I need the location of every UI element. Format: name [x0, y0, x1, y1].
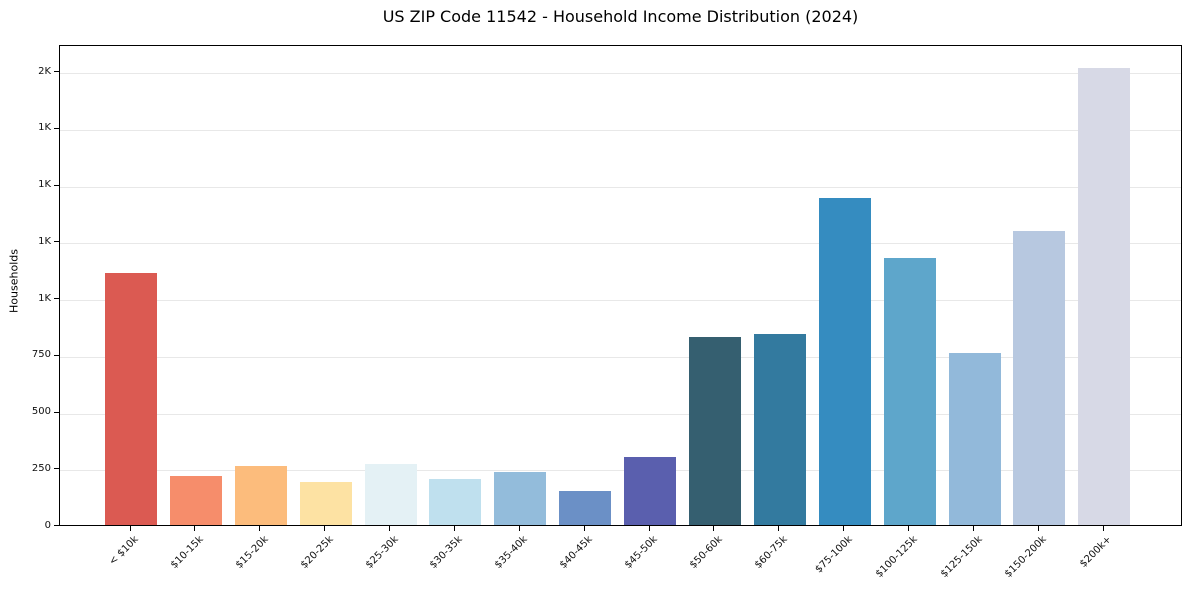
bar — [234, 466, 287, 525]
gridline — [60, 129, 1181, 131]
x-tick-mark — [908, 526, 910, 531]
y-tick-label: 0 — [44, 519, 51, 531]
x-tick-mark — [648, 526, 650, 531]
gridline — [60, 413, 1181, 415]
bar — [948, 352, 1001, 525]
bar — [429, 478, 482, 525]
y-tick-label: 1K — [38, 179, 51, 191]
y-tick-label: 1K — [38, 292, 51, 304]
chart-title: US ZIP Code 11542 - Household Income Dis… — [382, 7, 859, 26]
y-tick-mark — [54, 127, 59, 129]
bar — [494, 471, 547, 525]
y-tick-mark — [54, 241, 59, 243]
gridline — [60, 300, 1181, 302]
y-tick-label: 1K — [38, 122, 51, 134]
x-tick-label: < $10k — [107, 534, 141, 568]
x-tick-mark — [453, 526, 455, 531]
x-tick-mark — [973, 526, 975, 531]
x-tick-mark — [194, 526, 196, 531]
bar — [753, 334, 806, 525]
y-tick-mark — [54, 411, 59, 413]
bar — [624, 456, 677, 525]
x-tick-mark — [259, 526, 261, 531]
x-tick-mark — [843, 526, 845, 531]
x-tick-mark — [389, 526, 391, 531]
gridline — [60, 186, 1181, 188]
y-tick-mark — [54, 184, 59, 186]
y-tick-mark — [54, 354, 59, 356]
bar — [883, 258, 936, 525]
y-tick-label: 2K — [38, 65, 51, 77]
bar — [818, 198, 871, 525]
bar — [299, 481, 352, 525]
y-tick-label: 1K — [38, 235, 51, 247]
x-tick-mark — [778, 526, 780, 531]
plot-area — [59, 45, 1182, 526]
y-tick-label: 500 — [31, 406, 51, 418]
bar — [364, 463, 417, 525]
x-tick-mark — [129, 526, 131, 531]
y-tick-mark — [54, 298, 59, 300]
gridline — [60, 243, 1181, 245]
bar — [169, 476, 222, 525]
x-tick-mark — [324, 526, 326, 531]
y-tick-label: 250 — [31, 462, 51, 474]
bar — [105, 273, 157, 525]
y-tick-mark — [54, 71, 59, 73]
y-tick-label: 750 — [31, 349, 51, 361]
gridline — [60, 470, 1181, 472]
bar — [688, 336, 741, 525]
y-tick-mark — [54, 468, 59, 470]
x-tick-mark — [1037, 526, 1039, 531]
gridline — [60, 73, 1181, 75]
y-tick-mark — [54, 525, 59, 526]
x-tick-mark — [518, 526, 520, 531]
bar — [1078, 67, 1131, 525]
bar — [1013, 231, 1066, 525]
x-tick-mark — [583, 526, 585, 531]
x-tick-mark — [713, 526, 715, 531]
bar — [559, 490, 612, 525]
gridline — [60, 356, 1181, 358]
x-tick-mark — [1102, 526, 1104, 531]
